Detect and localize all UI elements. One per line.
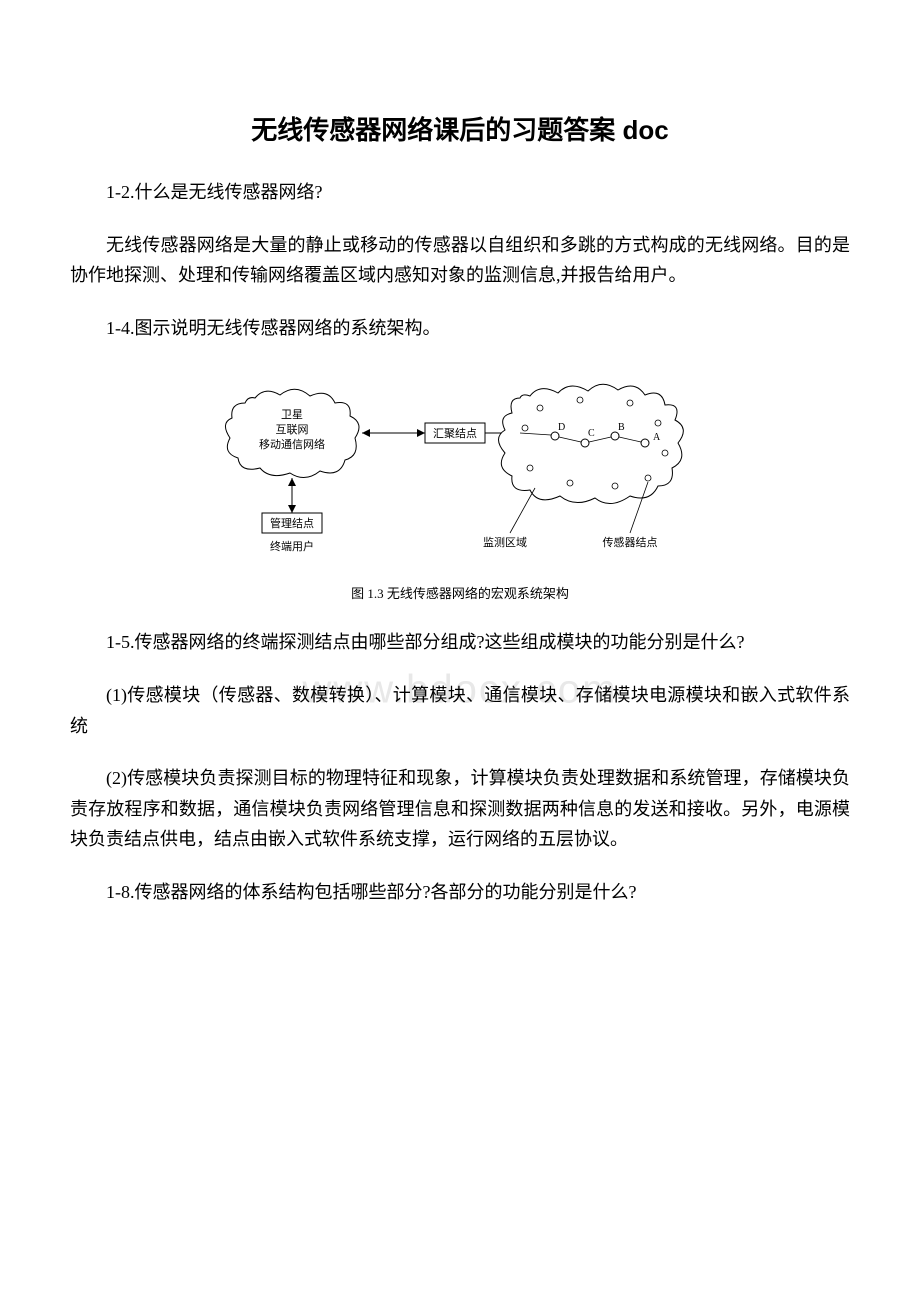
- cloud-internet-label: 互联网: [276, 423, 309, 436]
- node-c-label: C: [588, 428, 595, 439]
- monitor-area-label: 监测区域: [483, 536, 527, 549]
- node-d: [551, 432, 559, 440]
- answer-1-5-part2: (2)传感模块负责探测目标的物理特征和现象，计算模块负责处理数据和系统管理，存储…: [70, 763, 850, 855]
- arrowhead-up: [288, 478, 296, 486]
- question-1-8: 1-8.传感器网络的体系结构包括哪些部分?各部分的功能分别是什么?: [70, 877, 850, 908]
- diagram-caption: 图 1.3 无线传感器网络的宏观系统架构: [70, 583, 850, 602]
- arrowhead-left: [362, 429, 370, 437]
- cloud-mobile-label: 移动通信网络: [259, 437, 325, 451]
- cloud-right: [499, 385, 684, 504]
- node-d-label: D: [558, 422, 565, 433]
- end-user-label: 终端用户: [270, 539, 314, 553]
- sensor-dot: [612, 483, 618, 489]
- answer-1-5-part1: (1)传感模块（传感器、数模转换）、计算模块、通信模块、存储模块电源模块和嵌入式…: [70, 680, 850, 741]
- sensor-dot: [627, 400, 633, 406]
- sensor-dot: [577, 397, 583, 403]
- sensor-dot: [527, 465, 533, 471]
- sensor-dot: [567, 480, 573, 486]
- answer-1-2: 无线传感器网络是大量的静止或移动的传感器以自组织和多跳的方式构成的无线网络。目的…: [70, 230, 850, 291]
- question-1-4: 1-4.图示说明无线传感器网络的系统架构。: [70, 313, 850, 344]
- pointer-monitor: [510, 488, 535, 533]
- arrowhead-right: [417, 429, 425, 437]
- node-a-label: A: [653, 432, 661, 443]
- question-1-2: 1-2.什么是无线传感器网络?: [70, 177, 850, 208]
- question-1-5: 1-5.传感器网络的终端探测结点由哪些部分组成?这些组成模块的功能分别是什么?: [70, 627, 850, 658]
- sensor-node-label: 传感器结点: [603, 536, 658, 549]
- sensor-dot: [662, 450, 668, 456]
- sensor-dot: [655, 420, 661, 426]
- node-b: [611, 432, 619, 440]
- node-c: [581, 439, 589, 447]
- diagram-svg: 卫星 互联网 移动通信网络 汇聚结点: [210, 368, 710, 568]
- mgmt-node-label: 管理结点: [270, 516, 314, 530]
- arrowhead-down: [288, 505, 296, 513]
- sensor-dot: [537, 405, 543, 411]
- sink-node-label: 汇聚结点: [433, 427, 477, 440]
- document-content: 无线传感器网络课后的习题答案 doc 1-2.什么是无线传感器网络? 无线传感器…: [70, 110, 850, 908]
- network-architecture-diagram: 卫星 互联网 移动通信网络 汇聚结点: [200, 368, 720, 568]
- cloud-satellite-label: 卫星: [281, 408, 303, 421]
- node-a: [641, 439, 649, 447]
- node-b-label: B: [618, 422, 625, 433]
- sensor-dot: [522, 425, 528, 431]
- page-title: 无线传感器网络课后的习题答案 doc: [70, 110, 850, 147]
- sensor-dot: [645, 475, 651, 481]
